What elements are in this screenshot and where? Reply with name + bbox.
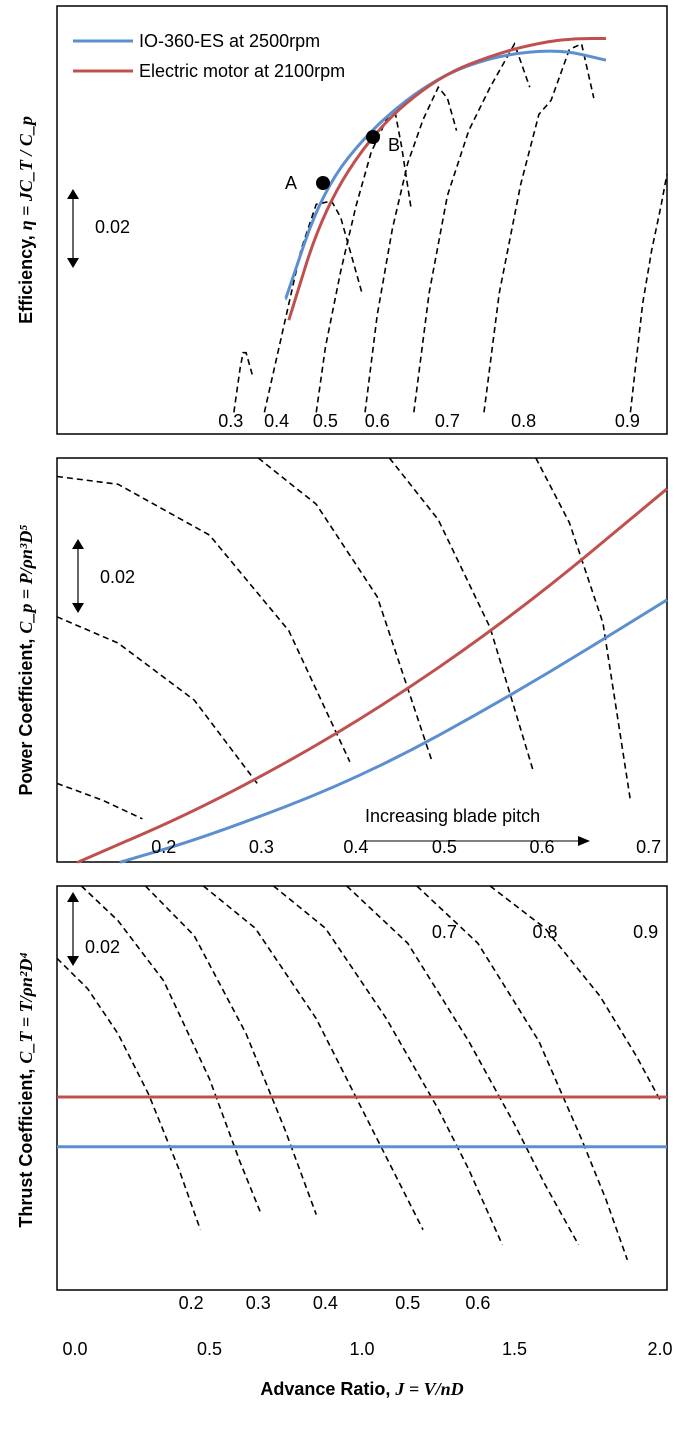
thrust-pitch-label-0.5: 0.5 <box>395 1293 420 1313</box>
thrust-scale-label: 0.02 <box>85 937 120 957</box>
efficiency-series-io360 <box>284 49 607 301</box>
efficiency-pitch-label-0.9: 0.9 <box>615 411 640 431</box>
thrust-pitch-curve-0.5 <box>202 885 424 1231</box>
x-ticks-layer: 0.0 0.5 1.0 1.5 2.0 <box>62 1339 672 1359</box>
operating-points: A B <box>285 130 400 193</box>
power-plot-frame <box>56 457 668 863</box>
thrust-pitch-label-0.2: 0.2 <box>179 1293 204 1313</box>
thrust-pitch-label-0.9: 0.9 <box>633 922 658 942</box>
legend: IO-360-ES at 2500rpm Electric motor at 2… <box>73 31 345 81</box>
efficiency-pitch-curve-0.4 <box>263 200 363 413</box>
thrust-pitch-curve-0.4 <box>144 885 318 1215</box>
efficiency-pitch-curve-0.7 <box>413 41 531 413</box>
thrust-y-axis-title: Thrust Coefficient, C_T = T/ρn²D⁴ <box>16 952 36 1227</box>
x-tick-label-1.0: 1.0 <box>349 1339 374 1359</box>
power-pitch-label-0.5: 0.5 <box>432 837 457 857</box>
thrust-plot-frame <box>56 885 668 1291</box>
efficiency-plot-frame <box>56 5 668 435</box>
efficiency-pitch-label-0.7: 0.7 <box>435 411 460 431</box>
x-axis-title: Advance Ratio, J = V/nD <box>260 1379 463 1399</box>
power-y-axis-title: Power Coefficient, C_p = P/ρn³D⁵ <box>16 524 36 795</box>
power-pitch-curve-0.3 <box>56 616 259 786</box>
power-pitch-label-0.2: 0.2 <box>151 837 176 857</box>
efficiency-pitch-label-0.5: 0.5 <box>313 411 338 431</box>
efficiency-pitch-label-0.8: 0.8 <box>511 411 536 431</box>
efficiency-pitch-label-0.3: 0.3 <box>218 411 243 431</box>
efficiency-series-electric <box>287 36 607 321</box>
power-scale-bar: 0.02 <box>72 539 135 613</box>
series-layer <box>57 36 668 1149</box>
thrust-pitch-curve-0.7 <box>346 885 580 1246</box>
pitch-curves-layer <box>56 41 668 1261</box>
efficiency-y-axis-title: Efficiency, η = JC_T / C_p <box>16 116 36 324</box>
power-pitch-curve-0.2 <box>56 782 143 820</box>
efficiency-pitch-curve-0.3 <box>233 351 253 413</box>
power-pitch-label-0.6: 0.6 <box>529 837 554 857</box>
x-tick-label-0.5: 0.5 <box>197 1339 222 1359</box>
thrust-pitch-curve-0.9 <box>489 885 662 1102</box>
x-tick-label-2.0: 2.0 <box>647 1339 672 1359</box>
power-pitch-curve-0.7 <box>535 457 632 801</box>
power-pitch-curve-0.6 <box>388 457 534 770</box>
efficiency-pitch-curve-0.6 <box>364 85 458 413</box>
x-tick-label-0.0: 0.0 <box>62 1339 87 1359</box>
thrust-pitch-label-0.7: 0.7 <box>432 922 457 942</box>
legend-label-electric: Electric motor at 2100rpm <box>139 61 345 81</box>
legend-label-io360: IO-360-ES at 2500rpm <box>139 31 320 51</box>
thrust-pitch-curve-0.6 <box>273 885 504 1246</box>
thrust-pitch-label-0.4: 0.4 <box>313 1293 338 1313</box>
blade-pitch-text: Increasing blade pitch <box>365 806 540 826</box>
point-a-label: A <box>285 173 297 193</box>
power-series-io360 <box>119 598 668 864</box>
power-pitch-label-0.4: 0.4 <box>343 837 368 857</box>
point-b-label: B <box>388 135 400 155</box>
x-tick-label-1.5: 1.5 <box>502 1339 527 1359</box>
blade-pitch-annotation: Increasing blade pitch <box>365 806 590 846</box>
thrust-pitch-label-0.3: 0.3 <box>246 1293 271 1313</box>
thrust-scale-bar: 0.02 <box>67 892 120 966</box>
power-series-electric <box>76 487 668 864</box>
point-a-marker <box>316 176 330 190</box>
thrust-pitch-label-0.8: 0.8 <box>532 922 557 942</box>
power-pitch-curve-0.4 <box>56 475 351 763</box>
pitch-labels-layer: 0.3 0.4 0.5 0.6 0.7 0.8 0.9 0.2 0.3 0.4 0.5 0.6 0.7 0… <box>151 411 661 1313</box>
thrust-pitch-curve-0.3 <box>80 885 263 1215</box>
efficiency-pitch-label-0.6: 0.6 <box>365 411 390 431</box>
power-pitch-label-0.7: 0.7 <box>636 837 661 857</box>
power-pitch-label-0.3: 0.3 <box>249 837 274 857</box>
power-pitch-curve-0.5 <box>257 457 433 763</box>
efficiency-pitch-label-0.4: 0.4 <box>264 411 289 431</box>
point-b-marker <box>366 130 380 144</box>
efficiency-pitch-curve-0.8 <box>483 42 595 413</box>
thrust-pitch-label-0.6: 0.6 <box>465 1293 490 1313</box>
efficiency-pitch-curve-0.9 <box>629 173 668 413</box>
power-scale-label: 0.02 <box>100 567 135 587</box>
thrust-pitch-curve-0.8 <box>416 885 629 1261</box>
thrust-pitch-curve-0.2 <box>56 957 202 1230</box>
efficiency-pitch-curve-0.5 <box>315 113 412 413</box>
efficiency-scale-label: 0.02 <box>95 217 130 237</box>
efficiency-scale-bar: 0.02 <box>67 189 130 268</box>
